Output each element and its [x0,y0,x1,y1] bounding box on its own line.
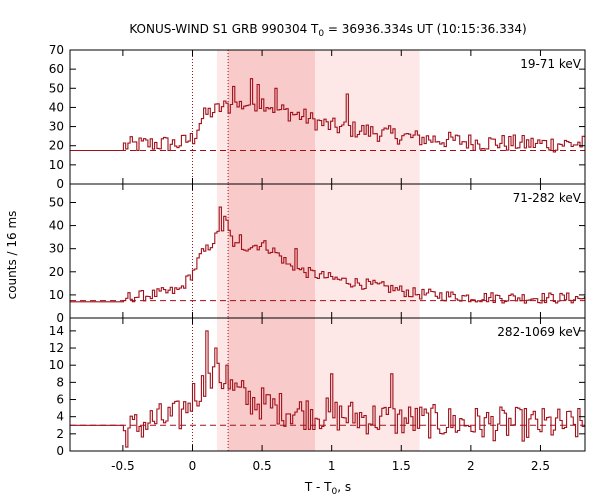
x-tick-label: 0 [189,459,197,473]
y-tick-label: 50 [49,195,64,209]
y-tick-label: 0 [56,311,64,325]
y-tick-label: 60 [49,62,64,76]
y-tick-label: 12 [49,341,64,355]
x-tick-label: 1.5 [392,459,411,473]
y-axis-label: counts / 16 ms [5,211,19,300]
y-tick-label: 20 [49,139,64,153]
y-tick-label: 8 [56,375,64,389]
panel-2: 0 10 20 30 40 50 71-282 keV [49,183,586,325]
shaded-interval-2 [228,318,315,451]
light-curve [70,206,585,304]
panel-frame [69,317,586,452]
x-tick-label: 1 [328,459,336,473]
y-tick-label: 30 [49,120,64,134]
panel-1: 0 10 20 30 40 50 60 70 19-71 keV [49,43,586,191]
y-tick-label: 10 [49,288,64,302]
y-tick-label: 50 [49,81,64,95]
x-axis-label: T - T0, s [304,480,351,497]
chart-title: KONUS-WIND S1 GRB 990304 T0 = 36936.334s… [129,22,526,39]
y-tick-label: 30 [49,242,64,256]
energy-band-label: 282-1069 keV [497,325,581,339]
energy-band-label: 71-282 keV [513,191,582,205]
light-curve [70,330,585,448]
energy-band-label: 19-71 keV [520,57,582,71]
y-tick-label: 40 [49,100,64,114]
y-tick-label: 0 [56,177,64,191]
shaded-interval-2 [228,184,315,318]
y-tick-label: 4 [56,410,64,424]
y-tick-label: 6 [56,393,64,407]
y-tick-label: 0 [56,444,64,458]
y-tick-label: 10 [49,158,64,172]
shaded-interval-2 [228,50,315,184]
y-tick-label: 14 [49,324,64,338]
y-tick-label: 70 [49,43,64,57]
y-tick-label: 20 [49,265,64,279]
y-tick-label: 40 [49,219,64,233]
light-curve [70,78,585,153]
y-tick-label: 10 [49,358,64,372]
y-tick-label: 2 [56,427,64,441]
x-tick-label: 2.5 [531,459,550,473]
panel-3: 0 2 4 6 8 10 12 14 282-1069 keV [49,317,586,458]
x-tick-label: -0.5 [111,459,134,473]
x-tick-label: 2 [467,459,475,473]
x-tick-label: 0.5 [253,459,272,473]
